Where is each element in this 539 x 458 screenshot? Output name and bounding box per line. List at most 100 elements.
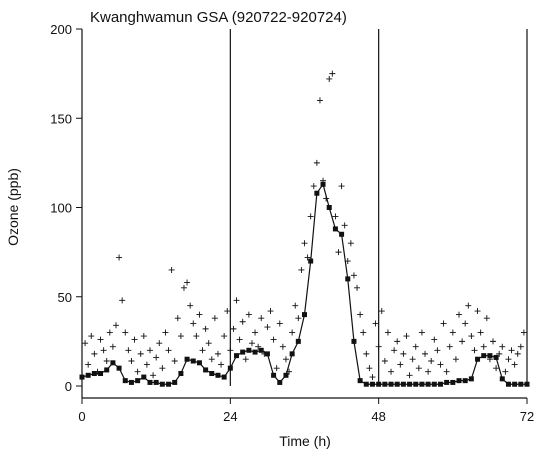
plus-marker [112, 322, 119, 329]
plus-marker [459, 338, 466, 345]
mean-point [493, 354, 499, 360]
mean-point [135, 378, 141, 384]
mean-point [190, 358, 196, 364]
y-tick-label: 100 [50, 201, 72, 216]
mean-point [512, 381, 518, 387]
mean-point [394, 381, 400, 387]
plus-marker [224, 308, 231, 315]
plus-marker [363, 350, 370, 357]
plus-marker [140, 333, 147, 340]
mean-point [487, 353, 493, 359]
plus-marker [335, 249, 342, 256]
plus-marker [218, 361, 225, 368]
grid-layer [229, 29, 528, 386]
mean-point [351, 338, 357, 344]
mean-point [326, 205, 332, 210]
plus-marker [369, 374, 376, 381]
y-tick-label: 0 [65, 379, 72, 394]
mean-point [437, 381, 443, 387]
plus-marker [214, 350, 221, 357]
mean-point [505, 381, 511, 387]
mean-point [345, 276, 351, 282]
mean-point [444, 379, 450, 385]
mean-point [481, 353, 487, 359]
plus-marker [326, 75, 333, 82]
plus-marker [150, 372, 157, 379]
plus-marker [409, 356, 416, 363]
plus-marker-series [82, 70, 527, 381]
plus-marker [341, 222, 348, 229]
plus-marker [496, 350, 503, 357]
plus-marker [146, 347, 153, 354]
plus-marker [338, 183, 345, 190]
mean-point [295, 338, 301, 344]
mean-point [462, 378, 468, 384]
plus-marker [431, 336, 438, 343]
mean-point [240, 349, 246, 355]
plus-marker [282, 356, 289, 363]
mean-point [221, 374, 227, 380]
mean-point [85, 372, 91, 378]
plus-marker [394, 338, 401, 345]
plus-marker [480, 343, 487, 350]
mean-point [258, 347, 264, 353]
plus-marker [301, 240, 308, 247]
plus-marker [329, 70, 336, 77]
plus-marker [493, 365, 500, 372]
plus-marker [159, 365, 166, 372]
mean-point [302, 312, 307, 318]
mean-point [518, 381, 524, 387]
mean-point [110, 360, 116, 366]
plus-marker [366, 365, 373, 372]
plus-marker [310, 183, 317, 190]
plus-marker [508, 347, 515, 354]
plus-marker [412, 343, 419, 350]
mean-point [79, 374, 85, 380]
plus-marker [221, 333, 228, 340]
plus-marker [502, 368, 509, 375]
mean-point [184, 356, 190, 362]
mean-point [308, 258, 314, 264]
plus-marker [122, 329, 129, 336]
mean-point [203, 367, 209, 373]
axis-layer: 0 50 100 150 200 0 24 48 72 [50, 22, 534, 424]
mean-point [104, 367, 110, 373]
plus-marker [468, 333, 475, 340]
mean-point [332, 226, 338, 232]
plus-marker [347, 240, 354, 247]
mean-line [81, 182, 527, 385]
plus-marker [270, 336, 277, 343]
plus-marker [252, 329, 259, 336]
plus-marker [125, 347, 132, 354]
plus-marker [233, 297, 240, 304]
mean-point [147, 379, 153, 385]
plus-marker [388, 368, 395, 375]
plus-marker [465, 302, 472, 309]
plus-marker [227, 347, 234, 354]
plus-marker [193, 333, 200, 340]
plus-marker [131, 336, 138, 343]
plus-marker [428, 358, 435, 365]
plus-marker [202, 325, 209, 332]
chart-title: Kwanghwamun GSA (920722-920724) [90, 9, 347, 26]
plus-marker [304, 254, 311, 261]
y-tick-label: 50 [58, 290, 72, 305]
plus-marker [292, 302, 299, 309]
plus-marker [400, 350, 407, 357]
plus-marker [313, 159, 320, 166]
plus-marker [137, 350, 144, 357]
mean-point [400, 381, 406, 387]
mean-point [524, 381, 530, 387]
plus-marker [474, 308, 481, 315]
plus-marker [236, 336, 243, 343]
mean-point [456, 378, 462, 384]
plus-marker [156, 340, 163, 347]
mean-point [209, 371, 215, 377]
plus-marker [378, 308, 385, 315]
plus-marker [187, 302, 194, 309]
mean-point [407, 381, 413, 387]
plus-marker [230, 325, 237, 332]
plus-marker [298, 266, 305, 273]
plus-marker [208, 356, 215, 363]
